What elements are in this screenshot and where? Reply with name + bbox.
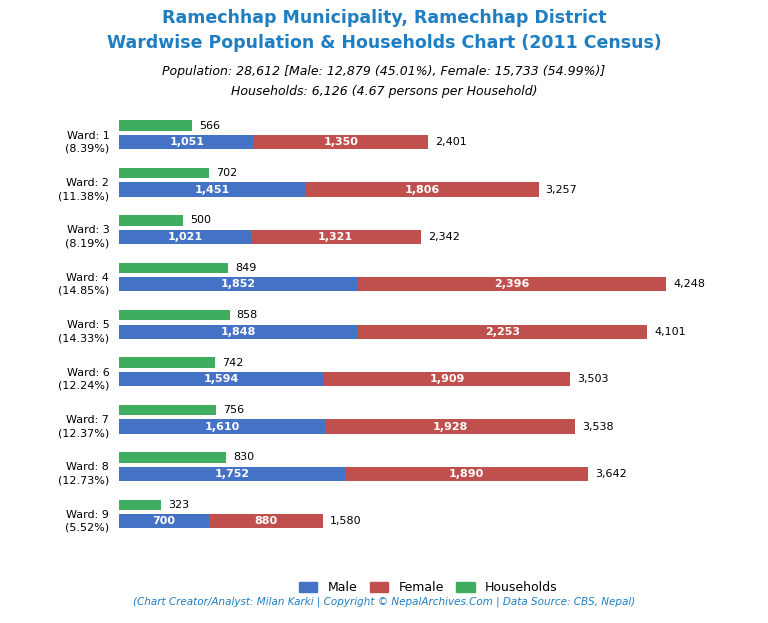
- Bar: [119, 514, 209, 528]
- Text: 3,538: 3,538: [582, 422, 614, 432]
- Text: 3,257: 3,257: [545, 184, 578, 194]
- Text: 2,342: 2,342: [428, 232, 460, 242]
- Text: 1,909: 1,909: [429, 374, 465, 384]
- Text: Households: 6,126 (4.67 persons per Household): Households: 6,126 (4.67 persons per Hous…: [230, 85, 538, 98]
- Bar: [119, 277, 358, 292]
- Bar: [119, 372, 324, 386]
- Bar: [119, 452, 226, 462]
- Text: 1,752: 1,752: [214, 469, 250, 479]
- Text: Ramechhap Municipality, Ramechhap District: Ramechhap Municipality, Ramechhap Distri…: [162, 9, 606, 27]
- Text: (Chart Creator/Analyst: Milan Karki | Copyright © NepalArchives.Com | Data Sourc: (Chart Creator/Analyst: Milan Karki | Co…: [133, 597, 635, 607]
- Bar: [250, 230, 421, 244]
- Bar: [119, 405, 217, 415]
- Text: 1,610: 1,610: [205, 422, 240, 432]
- Bar: [119, 215, 184, 226]
- Bar: [119, 183, 306, 197]
- Bar: [119, 419, 326, 434]
- Text: 2,396: 2,396: [494, 279, 530, 289]
- Bar: [119, 230, 250, 244]
- Text: 858: 858: [237, 310, 258, 320]
- Text: Population: 28,612 [Male: 12,879 (45.01%), Female: 15,733 (54.99%)]: Population: 28,612 [Male: 12,879 (45.01%…: [162, 65, 606, 78]
- Text: 323: 323: [167, 500, 189, 510]
- Bar: [119, 135, 254, 150]
- Bar: [119, 500, 161, 510]
- Bar: [119, 325, 357, 339]
- Bar: [119, 262, 228, 273]
- Bar: [119, 467, 345, 481]
- Text: 566: 566: [199, 121, 220, 131]
- Text: 3,642: 3,642: [595, 469, 627, 479]
- Bar: [345, 467, 588, 481]
- Bar: [358, 277, 666, 292]
- Text: 700: 700: [153, 516, 176, 526]
- Text: 1,806: 1,806: [405, 184, 440, 194]
- Text: Wardwise Population & Households Chart (2011 Census): Wardwise Population & Households Chart (…: [107, 34, 661, 52]
- Text: 1,848: 1,848: [220, 326, 256, 337]
- Bar: [119, 310, 230, 320]
- Text: 1,350: 1,350: [324, 137, 359, 147]
- Bar: [326, 419, 574, 434]
- Text: 1,852: 1,852: [220, 279, 256, 289]
- Text: 4,101: 4,101: [654, 326, 686, 337]
- Bar: [254, 135, 429, 150]
- Text: 1,928: 1,928: [433, 422, 468, 432]
- Text: 1,451: 1,451: [195, 184, 230, 194]
- Text: 2,401: 2,401: [435, 137, 467, 147]
- Text: 1,594: 1,594: [204, 374, 240, 384]
- Text: 3,503: 3,503: [578, 374, 609, 384]
- Text: 756: 756: [223, 405, 245, 415]
- Bar: [357, 325, 647, 339]
- Text: 849: 849: [236, 263, 257, 273]
- Text: 1,321: 1,321: [318, 232, 353, 242]
- Bar: [119, 120, 192, 131]
- Text: 4,248: 4,248: [674, 279, 705, 289]
- Bar: [209, 514, 323, 528]
- Text: 880: 880: [254, 516, 277, 526]
- Text: 1,021: 1,021: [167, 232, 202, 242]
- Text: 1,890: 1,890: [449, 469, 484, 479]
- Bar: [119, 168, 210, 178]
- Text: 1,051: 1,051: [169, 137, 204, 147]
- Legend: Male, Female, Households: Male, Female, Households: [293, 576, 563, 599]
- Text: 2,253: 2,253: [485, 326, 520, 337]
- Text: 702: 702: [217, 168, 238, 178]
- Bar: [324, 372, 570, 386]
- Bar: [306, 183, 538, 197]
- Text: 742: 742: [222, 358, 243, 368]
- Bar: [119, 358, 214, 368]
- Text: 1,580: 1,580: [329, 516, 361, 526]
- Text: 830: 830: [233, 452, 254, 462]
- Text: 500: 500: [190, 216, 211, 226]
